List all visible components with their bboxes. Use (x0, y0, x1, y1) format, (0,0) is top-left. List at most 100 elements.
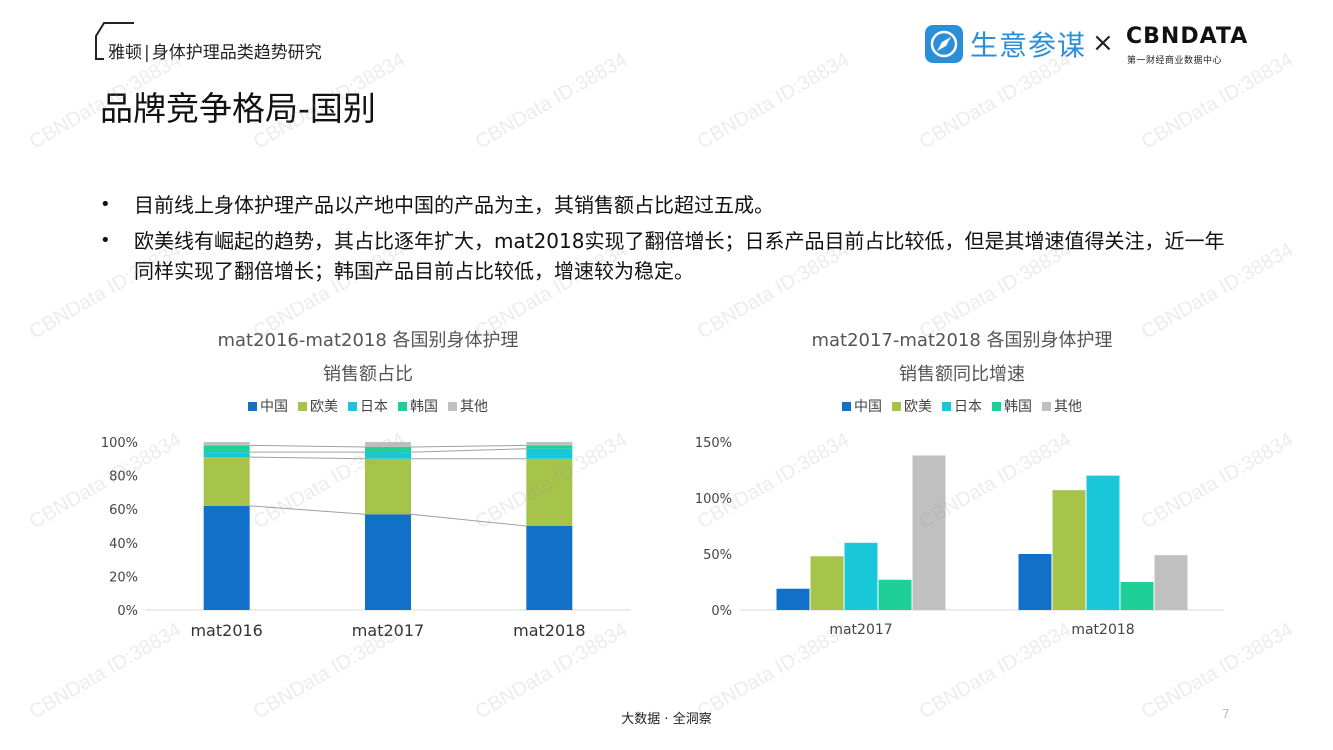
legend-label: 其他 (1054, 399, 1082, 415)
bullet-text: 目前线上身体护理产品以产地中国的产品为主，其销售额占比超过五成。 (134, 193, 774, 217)
chart-share-header: mat2016-mat2018 各国别身体护理 销售额占比 中国 欧美 日本 韩国 其他 (120, 324, 616, 416)
compass-logo-icon (925, 25, 963, 63)
legend-label: 韩国 (1004, 399, 1032, 415)
x-tick-label: mat2018 (513, 621, 585, 640)
bullet-item: • 目前线上身体护理产品以产地中国的产品为主，其销售额占比超过五成。 (100, 190, 1240, 220)
bullet-item: • 欧美线有崛起的趋势，其占比逐年扩大，mat2018实现了翻倍增长；日系产品目前… (100, 226, 1240, 286)
legend-swatch (992, 401, 1001, 411)
legend-item: 欧美 (298, 396, 338, 416)
series-connector-line (249, 505, 366, 515)
legend-item: 中国 (842, 396, 882, 416)
x-tick-label: mat2018 (1071, 622, 1134, 638)
chart-share-title-line1: mat2016-mat2018 各国别身体护理 (217, 330, 519, 351)
series-connector-line (410, 448, 527, 453)
bar-segment (526, 442, 573, 446)
subtitle-text: 身体护理品类趋势研究 (151, 43, 322, 63)
legend-label: 欧美 (310, 399, 338, 415)
legend-swatch (398, 401, 407, 411)
legend-label: 中国 (260, 399, 288, 415)
bar-segment (365, 514, 411, 610)
y-tick-label: 80% (109, 470, 138, 485)
legend-label: 日本 (360, 399, 388, 415)
bar (912, 455, 946, 610)
legend-item: 日本 (942, 396, 982, 416)
bullet-text: 欧美线有崛起的趋势，其占比逐年扩大，mat2018实现了翻倍增长；日系产品目前占… (134, 229, 1225, 283)
bullet-list: • 目前线上身体护理产品以产地中国的产品为主，其销售额占比超过五成。 • 欧美线有崛… (100, 190, 1240, 292)
watermark-text: CBNData ID:38834 (915, 48, 1075, 154)
subtitle-separator: | (144, 43, 150, 63)
legend-swatch (248, 401, 257, 411)
y-tick-label: 40% (109, 537, 138, 552)
legend-label: 韩国 (410, 399, 438, 415)
legend-swatch (1042, 401, 1051, 411)
bar-segment (365, 458, 411, 515)
legend-swatch (942, 401, 951, 411)
chart-growth-title-line2: 销售额同比增速 (899, 364, 1025, 385)
chart-share-legend: 中国 欧美 日本 韩国 其他 (120, 396, 616, 416)
bar-segment (203, 457, 250, 506)
bar-segment (203, 445, 250, 453)
times-icon: × (1092, 28, 1114, 58)
chart-share-plot: 0% 20% 40% 60% 80% 100% mat2016 mat2017 mat2018 (101, 436, 630, 640)
bar-segment (526, 458, 573, 526)
y-tick-label: 50% (703, 548, 732, 563)
bar-segment (365, 442, 411, 448)
bar-segment (365, 452, 411, 459)
header-bracket-icon (95, 22, 134, 60)
legend-swatch (842, 401, 851, 411)
report-subtitle: 雅顿 | 身体护理品类趋势研究 (108, 38, 322, 63)
y-tick-label: 150% (695, 436, 732, 451)
cbndata-logo: CBNDATA (1126, 24, 1249, 49)
chart-growth-title-line1: mat2017-mat2018 各国别身体护理 (811, 330, 1113, 351)
bar-segment (203, 442, 250, 446)
series-connector-line (410, 444, 527, 448)
bar (1018, 554, 1052, 610)
series-connector-line (249, 456, 366, 460)
legend-item: 日本 (348, 396, 388, 416)
logo-text: 生意参谋 (970, 29, 1087, 62)
legend-label: 其他 (460, 399, 488, 415)
legend-item: 韩国 (398, 396, 438, 416)
series-connector-line (410, 513, 527, 527)
legend-swatch (448, 401, 457, 411)
bar (776, 588, 810, 610)
bullet-dot-icon: • (100, 194, 111, 215)
legend-item: 中国 (248, 396, 288, 416)
x-tick-label: mat2016 (190, 621, 262, 640)
page-number: 7 (1222, 707, 1230, 721)
legend-swatch (348, 401, 357, 411)
series-connector-line (249, 444, 366, 448)
y-tick-label: 100% (695, 492, 732, 507)
legend-item: 欧美 (892, 396, 932, 416)
chart-growth-legend: 中国 欧美 日本 韩国 其他 (714, 396, 1210, 416)
chart-growth-header: mat2017-mat2018 各国别身体护理 销售额同比增速 中国 欧美 日本 韩国… (714, 324, 1210, 416)
legend-label: 日本 (954, 399, 982, 415)
page-title: 品牌竞争格局-国别 (100, 89, 376, 128)
legend-item: 其他 (1042, 396, 1082, 416)
legend-item: 其他 (448, 396, 488, 416)
bar (1052, 490, 1086, 610)
chart-growth-plot: 0% 50% 100% 150% mat2017 mat2018 (695, 436, 1224, 638)
legend-swatch (298, 401, 307, 411)
cbndata-subtitle: 第一财经商业数据中心 (1127, 56, 1223, 66)
legend-label: 欧美 (904, 399, 932, 415)
bar-segment (526, 448, 573, 459)
y-tick-label: 60% (109, 503, 138, 518)
watermark-text: CBNData ID:38834 (471, 48, 631, 154)
brand-name: 雅顿 (108, 43, 142, 63)
legend-swatch (892, 401, 901, 411)
bar (1086, 475, 1120, 610)
legend-item: 韩国 (992, 396, 1032, 416)
y-tick-label: 100% (101, 436, 138, 451)
x-tick-label: mat2017 (352, 621, 424, 640)
bar (810, 556, 844, 610)
watermark-text: CBNData ID:38834 (693, 48, 853, 154)
bar (1154, 555, 1188, 610)
chart-share-title-line2: 销售额占比 (323, 364, 413, 385)
y-tick-label: 20% (109, 570, 138, 585)
bullet-dot-icon: • (100, 230, 111, 251)
legend-label: 中国 (854, 399, 882, 415)
bar-segment (203, 505, 250, 610)
bar-segment (203, 452, 250, 458)
bar (844, 542, 878, 610)
